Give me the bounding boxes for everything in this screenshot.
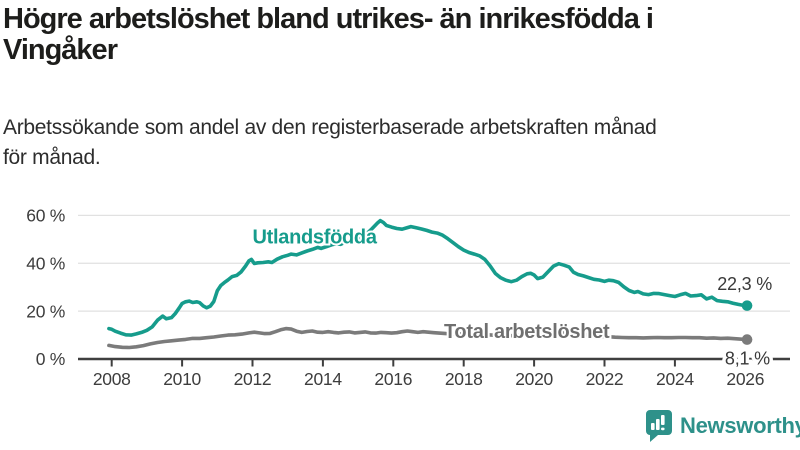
logo-text: Newsworthy: [680, 412, 800, 438]
x-tick-label-2008: 2008: [93, 369, 131, 389]
y-tick-label-40: 40 %: [26, 253, 65, 273]
chart-subtitle-line1: Arbetssökande som andel av den registerb…: [3, 116, 657, 139]
bar-chart-speech-bubble-icon: [646, 410, 672, 442]
line-chart: 2008 2010 2012 2014 2016 2018 2020 2022 2024 2026…: [0, 195, 800, 400]
series-line-1: [107, 326, 749, 350]
line-chart-svg: 2008 2010 2012 2014 2016 2018 2020 2022 2024 2026…: [26, 206, 790, 389]
series-name-label-0: Utlandsfödda: [253, 226, 378, 248]
x-tick-label-2012: 2012: [234, 369, 272, 389]
x-tick-label-2020: 2020: [515, 369, 553, 389]
x-tick-label-2018: 2018: [445, 369, 483, 389]
series-endpoint-dot-0: [741, 300, 753, 311]
y-tick-label-60: 60 %: [26, 206, 65, 226]
newsworthy-logo: Newsworthy: [644, 409, 800, 442]
chart-title-line2: Vingåker: [3, 34, 118, 66]
y-tick-label-20: 20 %: [26, 301, 65, 321]
chart-subtitle: Arbetssökande som andel av den registerb…: [3, 113, 793, 173]
x-tick-label-2026: 2026: [726, 369, 764, 389]
y-tick-label-0: 0 %: [36, 349, 65, 369]
x-tick-label-2016: 2016: [374, 369, 412, 389]
x-tick-label-2022: 2022: [586, 369, 624, 389]
series-value-label-1: 8,1 %: [725, 349, 770, 369]
x-tick-label-2010: 2010: [163, 369, 201, 389]
chart-title: Högre arbetslöshet bland utrikes- än inr…: [3, 4, 783, 66]
x-tick-label-2024: 2024: [656, 369, 694, 389]
series-value-label-0: 22,3 %: [717, 274, 772, 294]
series-line-0: [107, 218, 749, 337]
chart-subtitle-line2: för månad.: [3, 146, 101, 169]
series-endpoint-dot-1: [741, 334, 753, 345]
chart-title-line1: Högre arbetslöshet bland utrikes- än inr…: [3, 3, 654, 35]
series-name-label-1: Total arbetslöshet: [444, 321, 610, 343]
x-tick-label-2014: 2014: [304, 369, 342, 389]
